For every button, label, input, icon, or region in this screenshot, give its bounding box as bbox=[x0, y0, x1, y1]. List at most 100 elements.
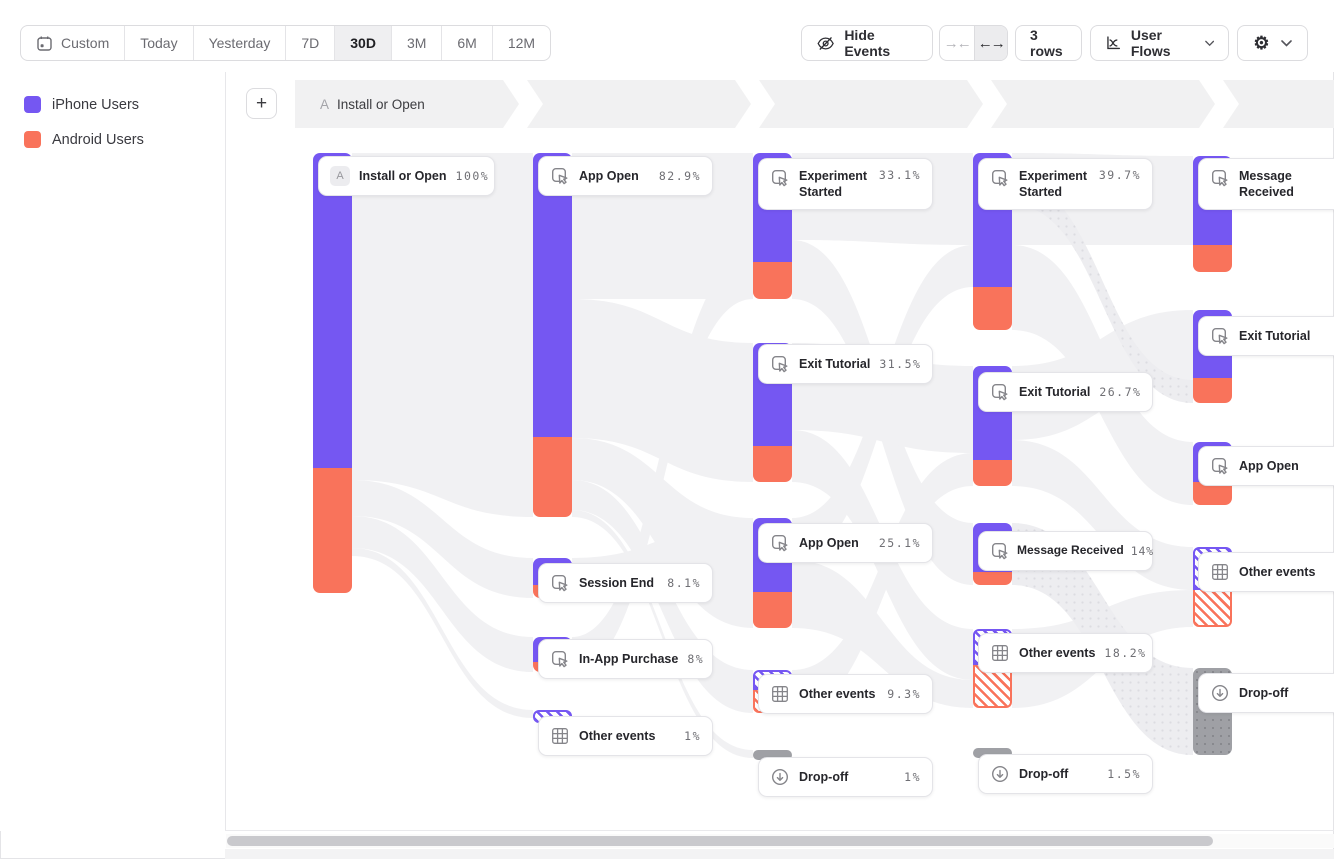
node-title: Experiment Started bbox=[799, 169, 868, 200]
date-range-30d-active[interactable]: 30D bbox=[335, 26, 392, 60]
rows-label: 3 rows bbox=[1030, 27, 1063, 59]
hide-events-button[interactable]: Hide Events bbox=[801, 25, 933, 61]
legend-item-iphone-users[interactable]: iPhone Users bbox=[24, 96, 139, 113]
step-band-4[interactable] bbox=[991, 80, 1215, 128]
legend-label: Android Users bbox=[52, 131, 144, 148]
step-band-2[interactable] bbox=[527, 80, 751, 128]
date-range-7d[interactable]: 7D bbox=[286, 26, 336, 60]
date-range-label: 6M bbox=[457, 35, 477, 51]
flow-node-app-open[interactable]: App Open 82.9% bbox=[538, 156, 713, 196]
expand-columns-button[interactable]: ←→ bbox=[973, 26, 1007, 60]
event-click-icon bbox=[770, 354, 790, 374]
step-a-badge: A bbox=[330, 166, 350, 186]
flow-node-experiment-started-step4[interactable]: Experiment Started 39.7% bbox=[978, 158, 1153, 210]
start-step-label: A Install or Open bbox=[320, 80, 425, 128]
event-click-icon bbox=[1210, 168, 1230, 188]
flow-node-dropoff-step3[interactable]: Drop-off 1% bbox=[758, 757, 933, 797]
node-title: Drop-off bbox=[1019, 766, 1069, 781]
toolbar: Custom Today Yesterday 7D 30D 3M 6M 12M … bbox=[0, 0, 1334, 72]
flow-bar-install-or-open[interactable] bbox=[313, 153, 352, 593]
chevron-down-icon bbox=[1280, 39, 1292, 47]
gear-icon: ⚙ bbox=[1253, 32, 1270, 53]
step-band-1[interactable] bbox=[295, 80, 519, 128]
flow-node-message-received-step4[interactable]: Message Received 14% bbox=[978, 531, 1153, 571]
step-band-5[interactable] bbox=[1223, 80, 1334, 128]
horizontal-scrollbar-thumb[interactable] bbox=[227, 836, 1213, 846]
dropoff-down-arrow-icon bbox=[1210, 683, 1230, 703]
flow-node-dropoff-step4[interactable]: Drop-off 1.5% bbox=[978, 754, 1153, 794]
android-hatched-segment bbox=[1193, 590, 1232, 627]
node-percent: 1% bbox=[904, 770, 921, 784]
flow-node-app-open-step3[interactable]: App Open 25.1% bbox=[758, 523, 933, 563]
step-event-name: Install or Open bbox=[337, 96, 425, 112]
eye-off-icon bbox=[817, 36, 834, 50]
flow-node-other-events-step4[interactable]: Other events 18.2% bbox=[978, 633, 1153, 673]
date-range-6m[interactable]: 6M bbox=[442, 26, 493, 60]
node-title: Message Received bbox=[1017, 543, 1124, 558]
node-percent: 39.7% bbox=[1098, 168, 1141, 182]
settings-dropdown[interactable]: ⚙ bbox=[1237, 25, 1308, 61]
view-type-dropdown[interactable]: User Flows bbox=[1090, 25, 1229, 61]
horizontal-scrollbar-track[interactable] bbox=[226, 834, 1334, 848]
plus-icon: + bbox=[255, 92, 268, 114]
date-range-label: Today bbox=[140, 35, 178, 51]
flow-node-experiment-started[interactable]: Experiment Started 33.1% bbox=[758, 158, 933, 210]
legend-item-android-users[interactable]: Android Users bbox=[24, 131, 144, 148]
arrows-collapse-icon: →← bbox=[943, 34, 972, 52]
step-letter: A bbox=[320, 96, 330, 112]
node-title: Exit Tutorial bbox=[1239, 328, 1311, 343]
series-legend: iPhone Users Android Users bbox=[0, 72, 225, 831]
chart-bottom-border bbox=[225, 830, 1334, 831]
step-band-3[interactable] bbox=[759, 80, 983, 128]
node-title: Drop-off bbox=[799, 769, 849, 784]
flow-node-exit-tutorial-step5[interactable]: Exit Tutorial bbox=[1198, 316, 1334, 356]
android-users-swatch bbox=[24, 131, 41, 148]
add-step-button[interactable]: + bbox=[246, 88, 277, 119]
flow-node-session-end[interactable]: Session End 8.1% bbox=[538, 563, 713, 603]
node-percent: 25.1% bbox=[878, 536, 921, 550]
date-range-12m[interactable]: 12M bbox=[493, 26, 550, 60]
event-click-icon bbox=[1210, 456, 1230, 476]
flow-node-other-events-step2[interactable]: Other events 1% bbox=[538, 716, 713, 756]
node-percent: 1.5% bbox=[1107, 767, 1141, 781]
date-range-custom[interactable]: Custom bbox=[21, 26, 126, 60]
flow-node-exit-tutorial[interactable]: Exit Tutorial 31.5% bbox=[758, 344, 933, 384]
flow-node-install-or-open[interactable]: A Install or Open 100% bbox=[318, 156, 495, 196]
date-range-label: Yesterday bbox=[208, 35, 271, 51]
node-title: Other events bbox=[1019, 645, 1096, 660]
node-percent: 33.1% bbox=[878, 168, 921, 182]
node-percent: 1% bbox=[684, 729, 701, 743]
event-click-icon bbox=[1210, 326, 1230, 346]
flow-bar-app-open[interactable] bbox=[533, 153, 572, 517]
date-range-today[interactable]: Today bbox=[125, 26, 194, 60]
flow-node-other-events-step3[interactable]: Other events 9.3% bbox=[758, 674, 933, 714]
other-events-grid-icon bbox=[1210, 562, 1230, 582]
flow-bar-dropoff-step4[interactable] bbox=[973, 748, 1012, 758]
flow-node-exit-tutorial-step4[interactable]: Exit Tutorial 26.7% bbox=[978, 372, 1153, 412]
legend-label: iPhone Users bbox=[52, 96, 140, 113]
node-title: Other events bbox=[579, 728, 656, 743]
date-range-3m[interactable]: 3M bbox=[392, 26, 443, 60]
node-title: App Open bbox=[799, 535, 859, 550]
rows-button[interactable]: 3 rows bbox=[1015, 25, 1082, 61]
collapse-columns-button[interactable]: →← bbox=[940, 26, 974, 60]
date-range-yesterday[interactable]: Yesterday bbox=[194, 26, 287, 60]
flow-node-app-open-step5[interactable]: App Open bbox=[1198, 446, 1334, 486]
android-segment bbox=[533, 437, 572, 517]
calendar-icon bbox=[37, 36, 52, 51]
event-click-icon bbox=[990, 168, 1010, 188]
node-title: Exit Tutorial bbox=[799, 356, 871, 371]
flow-node-message-received-step5[interactable]: Message Received bbox=[1198, 158, 1334, 210]
android-segment bbox=[973, 287, 1012, 330]
flow-node-dropoff-step5[interactable]: Drop-off bbox=[1198, 673, 1334, 713]
flow-bar-dropoff-step3[interactable] bbox=[753, 750, 792, 760]
flow-node-other-events-step5[interactable]: Other events bbox=[1198, 552, 1334, 592]
node-title: Drop-off bbox=[1239, 685, 1289, 700]
flow-node-in-app-purchase[interactable]: In-App Purchase 8% bbox=[538, 639, 713, 679]
user-flows-icon bbox=[1107, 36, 1120, 50]
iphone-users-swatch bbox=[24, 96, 41, 113]
date-range-label: 30D bbox=[350, 35, 376, 51]
node-percent: 8% bbox=[687, 652, 705, 666]
node-title: App Open bbox=[1239, 458, 1299, 473]
